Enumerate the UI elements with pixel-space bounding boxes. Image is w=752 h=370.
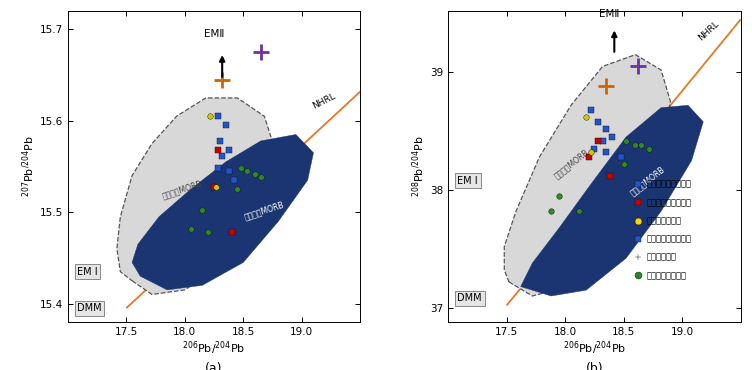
Point xyxy=(596,138,608,144)
Polygon shape xyxy=(505,55,671,296)
Y-axis label: $^{208}$Pb$^{/204}$Pb: $^{208}$Pb$^{/204}$Pb xyxy=(411,135,427,198)
Text: NHRL: NHRL xyxy=(311,91,338,110)
Point xyxy=(600,126,612,132)
Point xyxy=(226,229,238,235)
Text: 马努斯海盆玄武岩: 马努斯海盆玄武岩 xyxy=(647,271,687,280)
Point xyxy=(211,147,223,153)
Text: 太平洋型MORB: 太平洋型MORB xyxy=(628,164,666,197)
Polygon shape xyxy=(117,98,276,295)
Point xyxy=(615,154,627,160)
Text: 冲绳海槽北部流纹岩: 冲绳海槽北部流纹岩 xyxy=(647,235,692,243)
Point xyxy=(208,184,220,189)
Point xyxy=(232,186,244,192)
Text: EMⅡ: EMⅡ xyxy=(599,9,620,19)
Point xyxy=(583,154,595,160)
Point xyxy=(585,107,597,113)
Text: 冲绳海槽南部流纹岩: 冲绳海槽南部流纹岩 xyxy=(647,198,692,207)
Point xyxy=(553,193,566,199)
X-axis label: $^{206}$Pb/$^{204}$Pb: $^{206}$Pb/$^{204}$Pb xyxy=(562,340,626,357)
Point xyxy=(223,147,235,153)
Text: 龟山岛安山岩: 龟山岛安山岩 xyxy=(647,253,677,262)
Polygon shape xyxy=(132,135,314,290)
Point xyxy=(573,208,585,214)
Point xyxy=(600,149,612,155)
Text: 太平洋型MORB: 太平洋型MORB xyxy=(243,200,286,221)
Text: DMM: DMM xyxy=(457,293,482,303)
Point xyxy=(629,142,641,148)
Text: 印度洋型MORB: 印度洋型MORB xyxy=(161,179,204,200)
Point xyxy=(241,168,253,174)
Point xyxy=(585,149,597,155)
Point xyxy=(216,152,228,158)
Point xyxy=(223,168,235,174)
Text: 冲绳海槽中部玄武岩: 冲绳海槽中部玄武岩 xyxy=(647,180,692,189)
Point xyxy=(196,208,208,213)
Text: (b): (b) xyxy=(586,362,603,370)
Point xyxy=(202,229,214,235)
Point xyxy=(635,142,647,148)
Text: NHRL: NHRL xyxy=(696,20,720,43)
Polygon shape xyxy=(520,105,703,296)
Point xyxy=(211,165,223,171)
Y-axis label: $^{207}$Pb$^{/204}$Pb: $^{207}$Pb$^{/204}$Pb xyxy=(20,135,37,198)
Text: 印度洋型MORB: 印度洋型MORB xyxy=(552,148,590,181)
Point xyxy=(235,165,247,171)
Point xyxy=(644,146,656,152)
Point xyxy=(545,208,557,214)
Point xyxy=(620,138,632,144)
Text: EMⅡ: EMⅡ xyxy=(204,28,224,38)
Point xyxy=(214,138,226,144)
Point xyxy=(581,114,593,120)
X-axis label: $^{206}$Pb/$^{204}$Pb: $^{206}$Pb/$^{204}$Pb xyxy=(183,340,246,357)
Point xyxy=(592,119,604,125)
Point xyxy=(592,138,604,144)
Point xyxy=(211,113,223,119)
Text: (a): (a) xyxy=(205,362,223,370)
Point xyxy=(228,177,240,183)
Point xyxy=(604,173,616,179)
Text: EM I: EM I xyxy=(457,176,478,186)
Text: DMM: DMM xyxy=(77,303,102,313)
Point xyxy=(588,146,600,152)
Point xyxy=(606,134,618,140)
Text: EM I: EM I xyxy=(77,267,98,277)
Text: 琉球岛弧玄武岩: 琉球岛弧玄武岩 xyxy=(647,216,682,225)
Point xyxy=(220,122,232,128)
Point xyxy=(249,171,261,177)
Point xyxy=(184,226,196,232)
Point xyxy=(255,175,267,181)
Point xyxy=(617,161,629,167)
Point xyxy=(205,113,217,119)
Point xyxy=(211,184,223,189)
